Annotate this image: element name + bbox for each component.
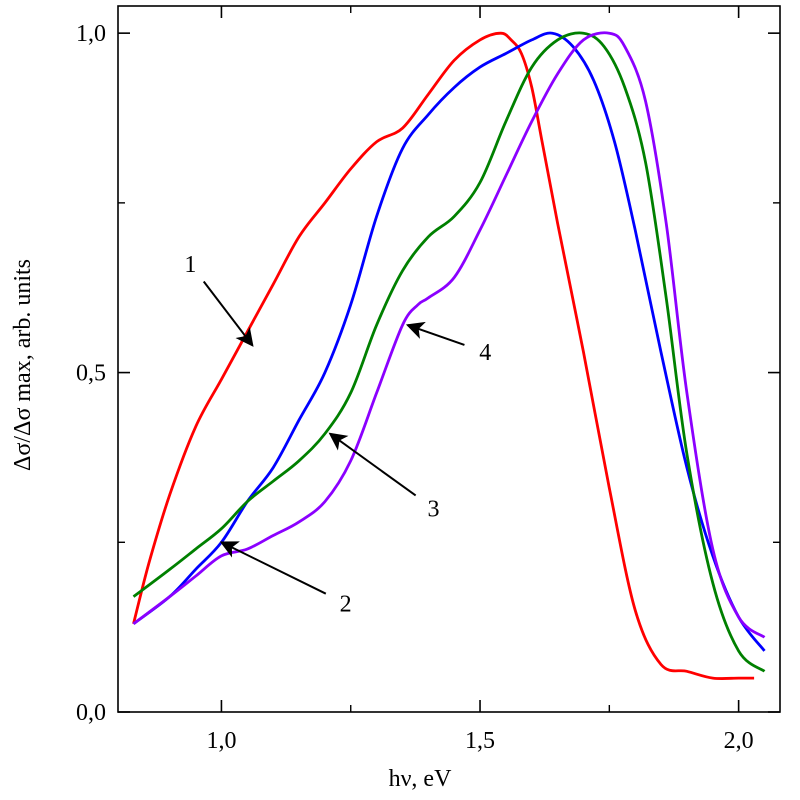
annotations-layer: 1 2 3 4: [184, 252, 491, 617]
curve-label-4: 4: [479, 340, 491, 366]
curves-layer: [132, 31, 766, 680]
x-tick-label: 2,0: [724, 728, 754, 754]
plot-frame: [117, 5, 781, 713]
y-tick-label: 0,0: [76, 700, 106, 726]
curve-3: [132, 31, 766, 673]
y-axis-title: Δσ/Δσ max, arb. units: [10, 259, 36, 471]
y-tick-label: 0,5: [76, 361, 106, 387]
annotation-arrow-2: [219, 541, 327, 595]
curve-label-1: 1: [184, 252, 196, 278]
x-tick-label: 1,0: [206, 728, 236, 754]
curve-label-3: 3: [427, 496, 439, 522]
curve-4: [132, 31, 766, 639]
curve-label-2: 2: [340, 591, 352, 617]
annotation-arrow-3: [328, 432, 417, 497]
annotation-arrow-4: [405, 321, 465, 346]
y-tick-label: 1,0: [76, 21, 106, 47]
annotation-arrow-1: [202, 280, 254, 347]
ticks-layer: 1,0 1,5 2,0 0,0 0,5 1,0: [76, 6, 780, 754]
curve-2: [132, 31, 766, 652]
x-axis-title: hν, eV: [389, 766, 453, 792]
x-tick-label: 1,5: [465, 728, 495, 754]
